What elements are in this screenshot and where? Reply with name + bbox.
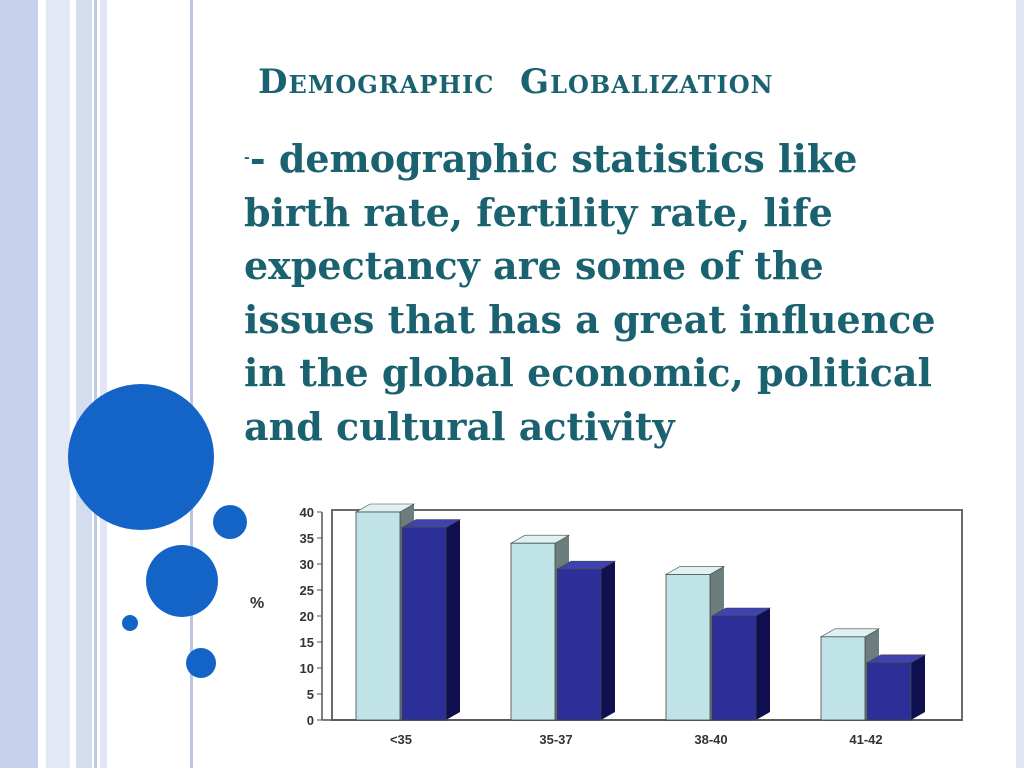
- x-tick-label: <35: [390, 732, 412, 747]
- stripe-3: [46, 0, 70, 768]
- y-tick-label: 15: [300, 635, 314, 650]
- bar-side: [601, 561, 615, 720]
- y-tick-label: 10: [300, 661, 314, 676]
- slide-body: -- demographic statistics like birth rat…: [244, 132, 944, 453]
- bar: [665, 574, 711, 721]
- stripe-7: [100, 0, 107, 768]
- stripe-1: [0, 0, 38, 768]
- y-tick-label: 40: [300, 505, 314, 520]
- bullet-marker: -: [244, 150, 250, 166]
- y-axis-label: %: [250, 595, 264, 612]
- bar-side: [911, 654, 925, 720]
- bar: [711, 615, 757, 721]
- stripe-9: [1016, 0, 1024, 768]
- body-text: - demographic statistics like birth rate…: [244, 136, 936, 449]
- stripe-8: [190, 0, 193, 768]
- bar: [401, 527, 447, 721]
- bar: [556, 568, 602, 721]
- bar-side: [756, 608, 770, 720]
- decorative-circle-tiny: [122, 615, 138, 631]
- y-tick-label: 35: [300, 531, 314, 546]
- stripe-4: [72, 0, 76, 768]
- bar: [866, 662, 912, 721]
- stripe-2: [40, 0, 46, 768]
- x-tick-label: 41-42: [849, 732, 882, 747]
- y-tick-label: 25: [300, 583, 314, 598]
- y-tick-label: 20: [300, 609, 314, 624]
- decorative-circle-large: [68, 384, 214, 530]
- y-tick-label: 5: [307, 687, 314, 702]
- bar-side: [446, 519, 460, 720]
- decorative-circle-small: [186, 648, 216, 678]
- decorative-circle-medium: [146, 545, 218, 617]
- x-tick-label: 35-37: [539, 732, 572, 747]
- x-tick-label: 38-40: [694, 732, 727, 747]
- bar-chart: % 0 5 10 15 20 25 30 35 40 <35 35-37 38-40 41-42: [250, 503, 963, 747]
- bar: [510, 542, 556, 721]
- stripe-6: [94, 0, 97, 768]
- y-tick-label: 0: [307, 713, 314, 728]
- y-tick-label: 30: [300, 557, 314, 572]
- slide-title: Demographic Globalization: [258, 62, 774, 102]
- decorative-circle-partial: [213, 505, 247, 539]
- stripe-5: [76, 0, 92, 768]
- bar: [820, 636, 866, 721]
- bar: [355, 511, 401, 721]
